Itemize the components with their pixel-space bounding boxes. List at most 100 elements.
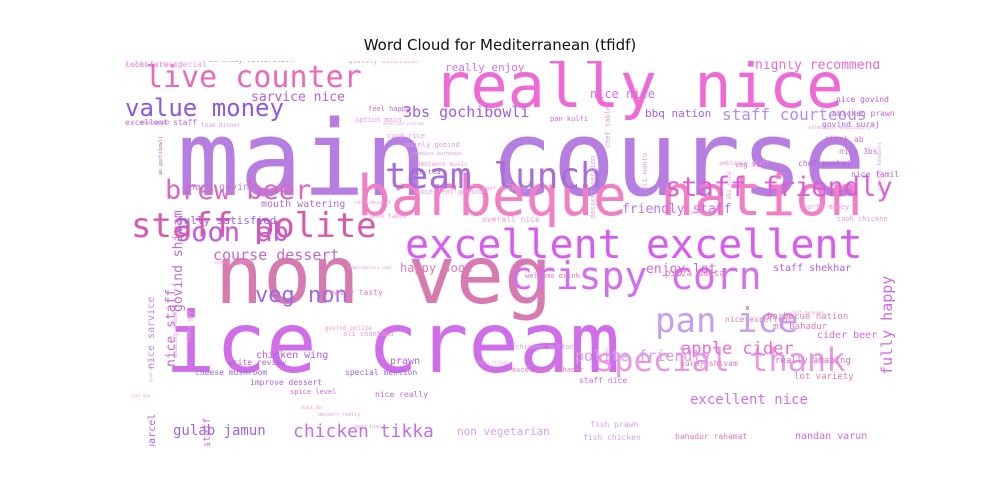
word-118: good grill bbox=[148, 357, 153, 382]
word-113: nice hangout bbox=[141, 120, 170, 125]
word-56: chicken prawn bbox=[832, 109, 895, 118]
word-120: celebrate special bbox=[125, 61, 207, 69]
word-101: beer btw bbox=[355, 424, 380, 430]
word-100: really friendly bbox=[475, 360, 512, 365]
word-94: ambiance music bbox=[417, 161, 468, 168]
word-88: veg veg bbox=[735, 161, 765, 169]
word-2: non veg bbox=[215, 229, 553, 322]
word-110: amazing shank bbox=[172, 310, 179, 358]
word-21: course dessert bbox=[213, 246, 340, 264]
word-18: apple cider bbox=[681, 339, 794, 359]
word-98: chicken tandoori bbox=[877, 141, 883, 190]
word-116: beer white bbox=[691, 210, 716, 215]
word-93: beer amazing bbox=[482, 185, 526, 192]
word-3: really nice bbox=[433, 61, 844, 122]
word-92: book table bbox=[370, 213, 407, 220]
word-22: polite friendly bbox=[575, 347, 711, 365]
word-46: burmese parcel bbox=[147, 414, 158, 446]
word-9: pan ice bbox=[655, 301, 799, 341]
word-103: thank 3bs bbox=[301, 405, 323, 410]
word-121: look forward bbox=[125, 61, 183, 69]
word-55: nice family bbox=[851, 170, 900, 179]
word-67: suraj shivam bbox=[680, 359, 738, 368]
word-43: nandan varun bbox=[795, 431, 868, 442]
word-84: welcome drink bbox=[525, 272, 580, 280]
word-85: spice level bbox=[290, 388, 337, 396]
word-79: option main bbox=[355, 116, 402, 124]
word-48: pizza pasta bbox=[665, 269, 725, 279]
word-80: curd rice bbox=[387, 132, 425, 140]
word-63: fish chicken bbox=[583, 433, 641, 442]
word-51: really amazing bbox=[775, 356, 851, 366]
word-115: complimentary cake bbox=[348, 265, 392, 270]
word-70: excellent bahadur bbox=[512, 366, 584, 374]
word-106: ali mantu bbox=[641, 152, 649, 191]
word-60: excellent staff bbox=[125, 118, 198, 127]
word-77: birthday celebration bbox=[209, 61, 293, 64]
word-26: highly recommend bbox=[755, 61, 881, 73]
word-66: bahadur rahamat bbox=[675, 432, 748, 441]
word-29: enjoy lot bbox=[646, 262, 717, 277]
word-107: ambiance staff bbox=[719, 160, 770, 167]
word-73: overall nice bbox=[482, 215, 540, 224]
word-117: staff barbeque bbox=[790, 310, 824, 315]
word-36: fully satisfied bbox=[177, 214, 277, 227]
word-105: dessert section bbox=[589, 155, 597, 219]
word-7: team lunch bbox=[385, 156, 602, 197]
word-83: excellent govind bbox=[416, 188, 484, 196]
word-112: ab gochibowli bbox=[158, 135, 164, 175]
word-39: chicken wing bbox=[256, 350, 329, 361]
word-16: veg non bbox=[255, 283, 348, 308]
word-34: really enjoy bbox=[445, 61, 525, 74]
word-99: attentive hospitality bbox=[808, 125, 872, 131]
word-5: excellent excellent bbox=[405, 222, 863, 268]
word-86: ali shantanu bbox=[343, 330, 394, 338]
word-74: nice really bbox=[375, 390, 428, 399]
word-19: staff courteous bbox=[722, 105, 867, 124]
word-8: staff polite bbox=[131, 206, 377, 246]
word-23: fully happy bbox=[878, 275, 896, 375]
word-53: thank ab bbox=[825, 135, 864, 144]
word-1: ice cream bbox=[165, 294, 621, 392]
word-15: value money bbox=[125, 94, 284, 122]
word-87: pan kulfi bbox=[550, 115, 588, 123]
word-78: quality excellent bbox=[348, 61, 420, 65]
word-49: barbecue nation bbox=[767, 312, 849, 322]
word-40: cider beer bbox=[817, 330, 878, 341]
word-65: staff nice bbox=[579, 376, 628, 385]
word-89: worth money bbox=[803, 203, 850, 211]
word-119: cool guy bbox=[131, 393, 151, 398]
word-12: brew beer bbox=[165, 175, 312, 206]
word-91: govind polite bbox=[325, 325, 372, 332]
word-52: lot variety bbox=[794, 372, 854, 382]
word-62: special mention bbox=[345, 368, 418, 377]
word-97: compare barbeque bbox=[413, 151, 462, 157]
word-42: non vegetarian bbox=[457, 425, 550, 438]
word-68: nice excellent bbox=[725, 315, 793, 324]
word-30: happy soon bbox=[400, 261, 473, 275]
word-69: chicken mutton bbox=[515, 343, 575, 351]
word-44: prawn bbox=[390, 356, 421, 367]
word-57: govind suraj bbox=[822, 120, 880, 129]
word-13: staff friendly bbox=[665, 172, 893, 203]
word-41: staff shekhar bbox=[773, 263, 852, 274]
word-58: nice govind bbox=[836, 95, 889, 104]
word-20: 3bs gochibowli bbox=[403, 103, 530, 121]
word-17: chicken tikka bbox=[293, 421, 434, 442]
word-90: cook chicken bbox=[837, 215, 888, 223]
word-81: mainly gobind bbox=[405, 141, 460, 149]
word-104: chef table bbox=[604, 105, 612, 148]
word-38: thank govind bbox=[183, 182, 256, 193]
word-50: mr bahadur bbox=[773, 322, 828, 332]
word-75: really tasty bbox=[325, 288, 383, 297]
word-24: excellent nice bbox=[690, 392, 809, 408]
word-47: courteous staff bbox=[202, 418, 213, 446]
word-114: excellent provide bbox=[383, 121, 424, 126]
word-76: feel happy bbox=[368, 105, 411, 113]
word-11: live counter bbox=[145, 61, 362, 95]
word-96: nice dessert bbox=[355, 200, 392, 206]
word-37: mouth watering bbox=[261, 199, 346, 210]
word-82: ice tea bbox=[411, 168, 441, 176]
word-28: friendly staff bbox=[622, 202, 732, 217]
word-0: main course bbox=[177, 98, 866, 220]
